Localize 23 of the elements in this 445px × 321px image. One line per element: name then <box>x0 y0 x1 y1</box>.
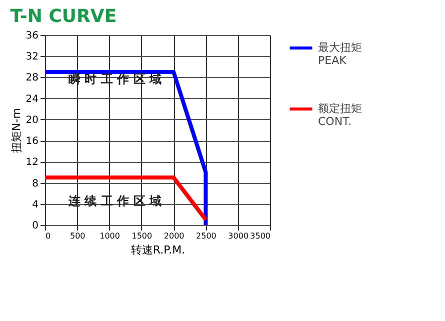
x-tick-label: 1500 <box>132 232 152 240</box>
x-tick-label: 2500 <box>196 232 216 240</box>
x-tick-label: 500 <box>70 232 86 240</box>
y-tick-label: 24 <box>26 94 38 105</box>
x-axis-title: 转速R.P.M. <box>130 244 186 256</box>
x-tick-label: 0 <box>46 232 51 240</box>
y-tick-label: 36 <box>26 30 38 42</box>
legend-label: 额定扭矩 CONT. <box>318 102 362 128</box>
x-tick-label: 2000 <box>164 232 184 240</box>
y-axis-title: 扭矩N-m <box>10 108 23 153</box>
y-tick-label: 16 <box>26 136 38 148</box>
x-tick-label: 3000 <box>228 232 249 240</box>
x-tick-label: 3500 <box>250 232 270 240</box>
x-tick-label: 1000 <box>100 232 120 240</box>
y-tick-label: 32 <box>26 52 38 63</box>
y-tick-label: 4 <box>32 199 38 210</box>
y-tick-label: 0 <box>32 220 38 232</box>
y-tick-label: 20 <box>26 114 38 126</box>
y-tick-label: 12 <box>26 157 38 168</box>
legend-label: 最大扭矩 PEAK <box>318 41 362 67</box>
y-tick-label: 8 <box>32 178 38 190</box>
y-tick-label: 28 <box>26 72 38 84</box>
chart-title: T-N CURVE <box>10 6 117 27</box>
